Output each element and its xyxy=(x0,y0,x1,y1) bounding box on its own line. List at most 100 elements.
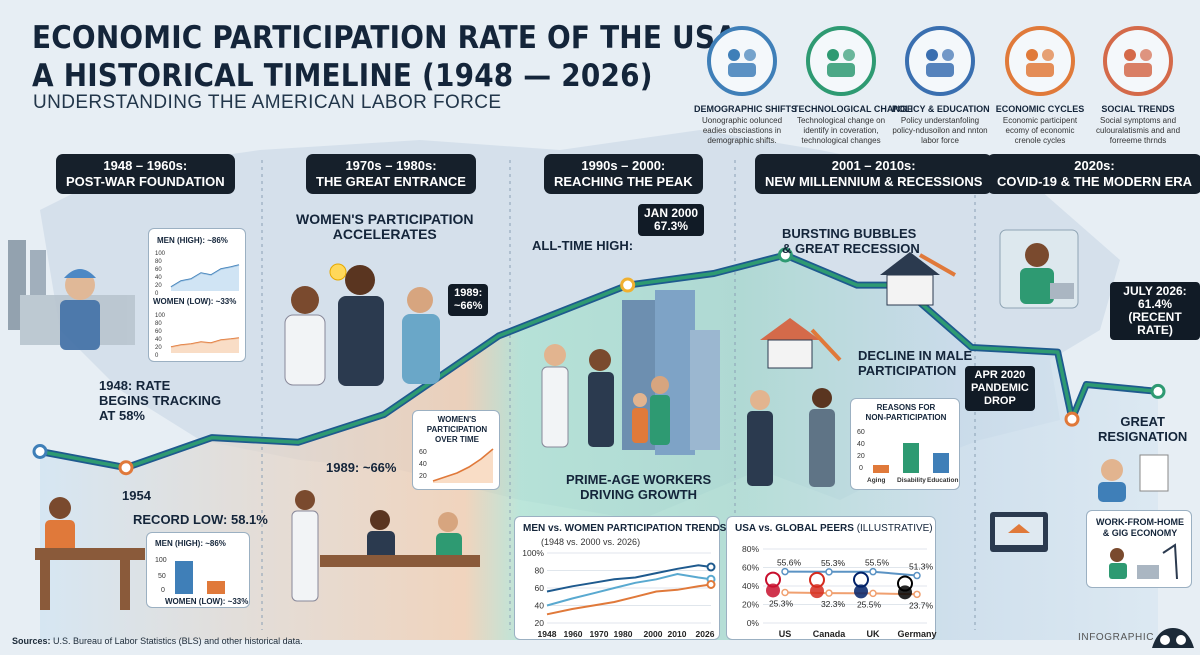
microchip-icon-glyph xyxy=(827,49,855,77)
women-low-label-2: WOMEN (LOW): ~33% xyxy=(165,597,249,606)
trends-x-tick: 2000 xyxy=(644,629,663,639)
category-label: SOCIAL TRENDS xyxy=(1101,104,1175,114)
bar-chart-icon-glyph xyxy=(1026,49,1054,77)
mini2-tick-100: 100 xyxy=(155,557,167,564)
men-high-label-1: MEN (HIGH): ~86% xyxy=(157,236,228,245)
era-3-range: 1990s – 2000: xyxy=(581,158,666,173)
icon-shape xyxy=(926,63,954,77)
book-graduation-icon-glyph xyxy=(926,49,954,77)
mini1-top-tick: 20 xyxy=(155,283,162,289)
callout-peak-2000: JAN 2000 67.3% xyxy=(638,204,705,236)
infographic-tag: INFOGRAPHIC xyxy=(1078,632,1155,643)
family-chat-icon-glyph xyxy=(1124,49,1152,77)
category-label: POLICY & EDUCATION xyxy=(892,104,990,114)
mini1-top-tick: 80 xyxy=(155,259,162,265)
houses-illustration xyxy=(760,252,956,369)
annotation-bubbles: BURSTING BUBBLES & GREAT RECESSION xyxy=(782,226,920,256)
icon-shape xyxy=(1140,49,1152,61)
mini1-bottom-tick: 60 xyxy=(155,329,162,335)
annotation-great-resignation: GREAT RESIGNATION xyxy=(1098,414,1188,444)
family-chat-icon xyxy=(1103,26,1173,96)
annotation-wfh: WORK-FROM-HOME & GIG ECONOMY xyxy=(1096,517,1184,538)
peers-x-label: Germany xyxy=(897,629,936,639)
peers-series-line xyxy=(784,591,918,596)
era-dividers xyxy=(261,160,976,630)
women-over-time-line xyxy=(432,448,494,483)
mini1-bottom-tick: 40 xyxy=(155,337,162,343)
men-mini-sparkline xyxy=(170,264,240,291)
timeline-point xyxy=(1150,383,1166,399)
timeline-point xyxy=(1064,411,1080,427)
era-5-name: COVID-19 & THE MODERN ERA xyxy=(997,174,1193,189)
peers-point xyxy=(825,568,833,576)
men-women-trends-card: MEN vs. WOMEN PARTICIPATION TRENDS (1948… xyxy=(514,516,726,640)
trends-y-tick: 80 xyxy=(535,566,545,576)
era-1-range: 1948 – 1960s: xyxy=(103,158,188,173)
peers-data-label: 25.3% xyxy=(769,598,794,608)
peers-y-tick: 80% xyxy=(742,544,759,554)
peers-point xyxy=(781,588,789,597)
icon-shape xyxy=(1026,63,1054,77)
category-description: Social symptoms and culouralatismis and … xyxy=(1095,116,1181,145)
trends-x-tick: 1970 xyxy=(590,629,609,639)
peers-point xyxy=(781,567,789,576)
mini1-bottom-tick: 100 xyxy=(155,313,166,319)
trends-y-tick: 100% xyxy=(522,548,544,558)
era-4-range: 2001 – 2010s: xyxy=(831,158,916,173)
sources-label: Sources: xyxy=(12,636,51,646)
business-family-illustration xyxy=(541,290,720,455)
category-2: TECHNOLOGICAL CHANGE Technological change… xyxy=(793,26,913,146)
timeline-point xyxy=(32,444,48,460)
timeline-points xyxy=(32,247,1166,476)
mini1-bottom-tick: 0 xyxy=(155,353,159,359)
peers-x-label: US xyxy=(779,629,792,639)
factory-worker-illustration xyxy=(8,240,135,350)
resignation-illustration xyxy=(1098,454,1169,502)
peers-x-label: Canada xyxy=(813,629,847,639)
era-pill-2: 1970s – 1980s: THE GREAT ENTRANCE xyxy=(306,154,476,194)
peers-title-suffix: (ILLUSTRATIVE) xyxy=(856,523,933,534)
icon-shape xyxy=(827,49,839,61)
reasons-tick-60: 60 xyxy=(857,429,865,436)
people-group-icon xyxy=(707,26,777,96)
trends-y-tick: 20 xyxy=(535,618,545,628)
reason-bar-label: Disability xyxy=(897,477,926,484)
category-5: SOCIAL TRENDS Social symptoms and culoura… xyxy=(1090,26,1186,146)
callout-1989: 1989: ~66% xyxy=(448,284,489,316)
annotation-prime-age: PRIME-AGE WORKERS DRIVING GROWTH xyxy=(566,472,712,502)
category-description: Economic participent ecomy of economic c… xyxy=(1002,116,1078,145)
wfh-desk-illustration xyxy=(990,512,1048,552)
mini1-top-tick: 40 xyxy=(155,275,162,281)
mini1-top-tick: 100 xyxy=(155,251,166,257)
peers-point xyxy=(869,589,877,598)
era-pill-4: 2001 – 2010s: NEW MILLENNIUM & RECESSION… xyxy=(755,154,993,194)
peers-data-label: 25.5% xyxy=(857,599,882,609)
peers-title: USA vs. GLOBAL PEERS (ILLUSTRATIVE) xyxy=(735,523,933,534)
peers-point xyxy=(869,567,877,576)
annotation-start: 1948: RATE BEGINS TRACKING AT 58% xyxy=(99,378,222,423)
remote-worker-illustration xyxy=(999,229,1079,309)
annotation-low-year: 1954 xyxy=(122,488,151,503)
category-label: DEMOGRAPHIC SHIFTS xyxy=(694,104,798,114)
trends-x-tick: 1980 xyxy=(614,629,633,639)
peers-y-tick: 60% xyxy=(742,563,759,573)
icon-shape xyxy=(942,49,954,61)
category-description: Technological change on identify in cove… xyxy=(796,116,886,145)
icon-shape xyxy=(744,49,756,61)
mini2-tick-50: 50 xyxy=(158,573,166,580)
category-description: Uonographic oolunced eadies obsciastions… xyxy=(701,116,783,145)
book-graduation-icon xyxy=(905,26,975,96)
era-3-name: REACHING THE PEAK xyxy=(554,174,693,189)
peers-data-label: 55.6% xyxy=(777,558,802,568)
annotation-1989: 1989: ~66% xyxy=(326,460,397,475)
page-title-line1: ECONOMIC PARTICIPATION RATE OF THE USA: xyxy=(32,20,749,56)
sources-line: Sources: U.S. Bureau of Labor Statistics… xyxy=(12,636,303,646)
trends-series-line xyxy=(546,583,712,616)
brand-logo-icon xyxy=(1152,628,1194,648)
timeline-point xyxy=(777,247,793,263)
mini2-tick-0: 0 xyxy=(161,587,165,594)
reasons-tick-20: 20 xyxy=(857,453,865,460)
trends-x-tick: 1948 xyxy=(538,629,557,639)
